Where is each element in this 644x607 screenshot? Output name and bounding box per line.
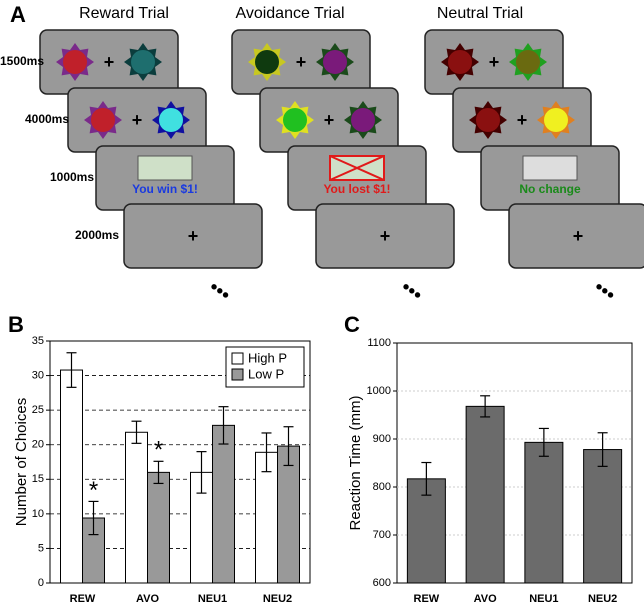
x-tick-label: NEU2 bbox=[263, 593, 292, 605]
panel-label: A bbox=[10, 2, 26, 27]
error-bar bbox=[196, 451, 207, 494]
feedback-text: No change bbox=[519, 182, 581, 196]
stimulus-core bbox=[283, 108, 307, 132]
stimulus-core bbox=[63, 50, 87, 74]
error-bar bbox=[480, 395, 491, 418]
annotation: * bbox=[154, 437, 163, 464]
fixation: + bbox=[489, 52, 500, 72]
trial-title: Reward Trial bbox=[79, 5, 169, 22]
y-tick-label: 1100 bbox=[367, 337, 391, 349]
timing: 1000ms bbox=[50, 170, 94, 184]
bar bbox=[60, 369, 83, 584]
ellipsis: ••• bbox=[204, 276, 234, 306]
y-tick-label: 5 bbox=[38, 542, 44, 554]
error-bar bbox=[261, 432, 272, 473]
stimulus-core bbox=[351, 108, 375, 132]
panel-label: C bbox=[344, 312, 360, 337]
ellipsis: ••• bbox=[589, 276, 619, 306]
y-tick-label: 25 bbox=[32, 404, 44, 416]
y-tick-label: 800 bbox=[373, 481, 391, 493]
feedback-image bbox=[522, 155, 578, 181]
y-tick-label: 1000 bbox=[367, 385, 391, 397]
stimulus-core bbox=[131, 50, 155, 74]
y-tick-label: 600 bbox=[373, 577, 391, 589]
legend-swatch bbox=[231, 368, 244, 381]
feedback-image bbox=[137, 155, 193, 181]
timing: 4000ms bbox=[25, 112, 69, 126]
fixation: + bbox=[296, 52, 307, 72]
x-tick-label: REW bbox=[414, 593, 440, 605]
stimulus-core bbox=[476, 108, 500, 132]
y-axis-label: Number of Choices bbox=[13, 398, 30, 526]
error-bar bbox=[88, 500, 99, 536]
y-tick-label: 10 bbox=[32, 508, 44, 520]
x-tick-label: NEU1 bbox=[198, 593, 227, 605]
y-tick-label: 20 bbox=[32, 439, 44, 451]
legend-swatch bbox=[231, 352, 244, 365]
fixation: + bbox=[132, 110, 143, 130]
bar bbox=[524, 441, 564, 584]
y-tick-label: 900 bbox=[373, 433, 391, 445]
screen bbox=[123, 203, 263, 269]
y-tick-label: 30 bbox=[32, 369, 44, 381]
feedback-text: You lost $1! bbox=[323, 182, 390, 196]
timing: 1500ms bbox=[0, 54, 44, 68]
fixation: + bbox=[188, 226, 199, 246]
x-tick-label: AVO bbox=[474, 593, 497, 605]
ellipsis: ••• bbox=[396, 276, 426, 306]
x-tick-label: NEU1 bbox=[529, 593, 558, 605]
x-tick-label: REW bbox=[70, 593, 96, 605]
error-bar bbox=[66, 352, 77, 388]
stimulus-core bbox=[544, 108, 568, 132]
stimulus-core bbox=[516, 50, 540, 74]
y-axis-label: Reaction Time (mm) bbox=[347, 395, 364, 530]
x-tick-label: NEU2 bbox=[588, 593, 617, 605]
timing: 2000ms bbox=[75, 228, 119, 242]
screen bbox=[508, 203, 644, 269]
error-bar bbox=[131, 420, 142, 444]
bar bbox=[277, 445, 300, 584]
fixation: + bbox=[324, 110, 335, 130]
stimulus-core bbox=[91, 108, 115, 132]
stimulus-core bbox=[255, 50, 279, 74]
y-tick-label: 0 bbox=[38, 577, 44, 589]
bar bbox=[125, 431, 148, 584]
error-bar bbox=[218, 406, 229, 445]
bar bbox=[147, 471, 170, 584]
screen bbox=[315, 203, 455, 269]
bar bbox=[212, 424, 235, 584]
cross bbox=[329, 155, 385, 181]
feedback-text: You win $1! bbox=[132, 182, 198, 196]
x-tick-label: AVO bbox=[136, 593, 159, 605]
legend-label: High P bbox=[248, 350, 287, 365]
fixation: + bbox=[517, 110, 528, 130]
stimulus-core bbox=[323, 50, 347, 74]
bar bbox=[406, 478, 446, 584]
fixation: + bbox=[380, 226, 391, 246]
error-bar bbox=[597, 432, 608, 467]
bar bbox=[583, 449, 623, 584]
trial-title: Neutral Trial bbox=[437, 5, 523, 22]
error-bar bbox=[153, 460, 164, 485]
panel-label: B bbox=[8, 312, 24, 337]
bar bbox=[465, 405, 505, 584]
fixation: + bbox=[104, 52, 115, 72]
y-tick-label: 700 bbox=[373, 529, 391, 541]
y-tick-label: 15 bbox=[32, 473, 44, 485]
legend-label: Low P bbox=[248, 366, 284, 381]
error-bar bbox=[283, 426, 294, 467]
stimulus-core bbox=[159, 108, 183, 132]
error-bar bbox=[421, 461, 432, 496]
fixation: + bbox=[573, 226, 584, 246]
stimulus-core bbox=[448, 50, 472, 74]
y-tick-label: 35 bbox=[32, 335, 44, 347]
annotation: * bbox=[89, 477, 98, 504]
trial-title: Avoidance Trial bbox=[235, 5, 344, 22]
error-bar bbox=[538, 427, 549, 457]
